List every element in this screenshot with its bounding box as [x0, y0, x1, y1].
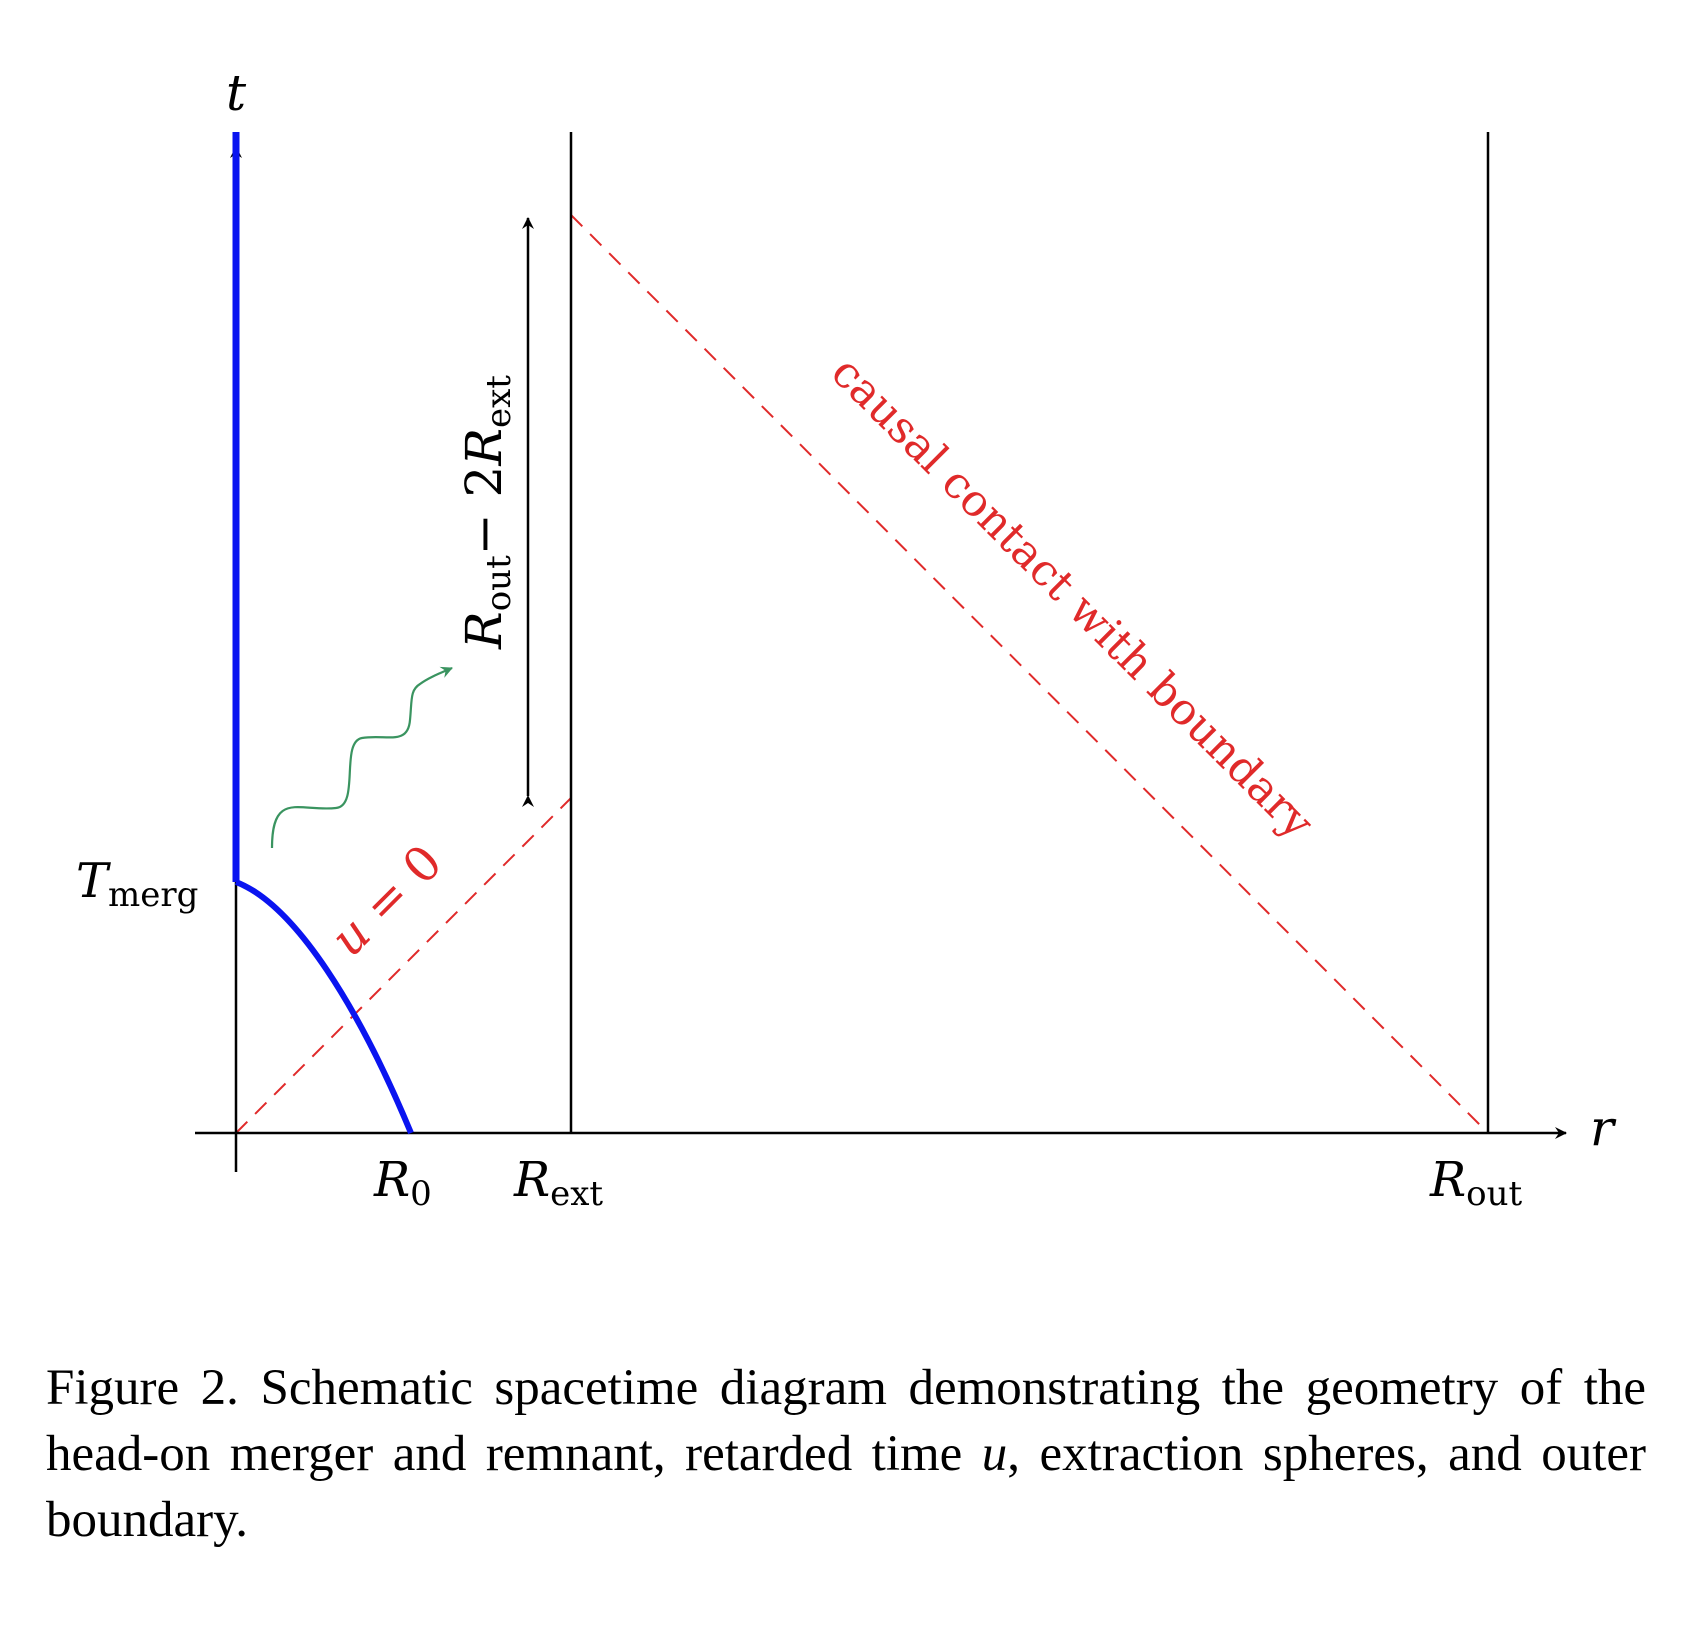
figure-caption: Figure 2. Schematic spacetime diagram de…: [46, 1355, 1646, 1553]
t-merg-label: Tmerg: [76, 853, 198, 915]
u-zero-label: u = 0: [320, 834, 453, 967]
causal-contact-label: causal contact with boundary: [821, 347, 1323, 849]
caption-text-end: , extraction spheres, and outer boundary…: [46, 1426, 1646, 1548]
t-axis-label: t: [226, 64, 247, 122]
merger-worldline: [234, 879, 414, 1135]
spacetime-diagram: t r R0 Rext Rout Tmerg Rout− 2Rext u = 0…: [76, 64, 1617, 1214]
r-out-label: Rout: [1429, 1152, 1523, 1214]
interval-label: Rout− 2Rext: [455, 375, 519, 650]
caption-label: Figure 2.: [46, 1360, 239, 1416]
r-axis-label: r: [1590, 1099, 1617, 1157]
causal-contact-null-line: [570, 214, 1489, 1134]
r0-label: R0: [373, 1152, 432, 1214]
wavy-arrow-icon: [270, 666, 453, 849]
r-ext-label: Rext: [513, 1152, 603, 1214]
caption-variable: u: [981, 1426, 1008, 1482]
caption-text: Schematic spacetime diagram demonstratin…: [46, 1360, 1647, 1482]
